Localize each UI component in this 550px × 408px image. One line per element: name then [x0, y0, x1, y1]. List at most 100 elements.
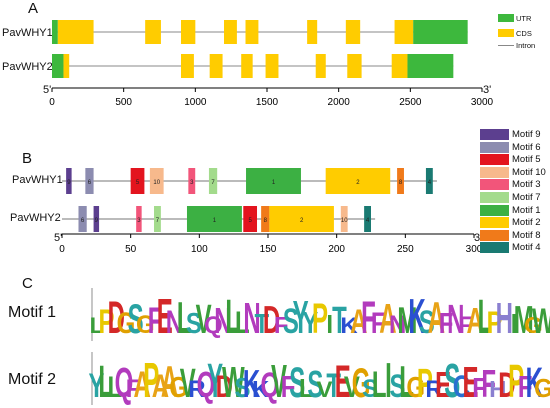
- logo-residue: Y: [302, 305, 318, 339]
- logo-residue: L: [399, 357, 414, 407]
- logo-residue: N: [243, 295, 260, 343]
- logo-residue: M: [397, 300, 417, 342]
- logo-residue: D: [263, 297, 280, 342]
- logo-residue: K: [526, 360, 543, 407]
- logo-residue: P: [508, 354, 524, 407]
- logo-residue: Q: [115, 360, 134, 407]
- logo-residue: H: [496, 295, 513, 343]
- legend-b-swatch: [480, 242, 509, 254]
- logo-residue: F: [481, 361, 496, 406]
- motif-box-label: 8: [264, 218, 268, 224]
- motif-box-label: 4: [366, 218, 370, 224]
- motif-box-8: [261, 206, 270, 232]
- logo-residue: A: [152, 369, 169, 405]
- panel-b-letter: B: [22, 150, 33, 167]
- legend-b-label: Motif 4: [512, 242, 541, 254]
- axis-b-tick-label: 150: [260, 244, 277, 255]
- logo-residue: V: [271, 354, 287, 407]
- logo-residue: R: [188, 376, 205, 403]
- legend-b-item: Motif 3: [480, 179, 546, 191]
- legend-b: Motif 9 Motif 6 Motif 5 Motif 10 Motif 3 Moti…: [480, 129, 546, 255]
- gene-label-pavwhy1-b: PavWHY1: [12, 174, 63, 186]
- logo-residue: S: [362, 375, 378, 403]
- logo-residue: P: [312, 296, 328, 343]
- logo-residue: P: [417, 362, 433, 407]
- logo-2-name: Motif 2: [8, 371, 57, 388]
- cds-exon: [145, 20, 161, 44]
- motif-box-label: 3: [137, 218, 141, 224]
- motif-box-9: [66, 168, 72, 194]
- legend-b-swatch: [480, 129, 509, 140]
- logo-residue: G: [169, 371, 188, 403]
- motif-box-2: [269, 206, 334, 232]
- logo-residue: W: [532, 303, 550, 341]
- legend-cds: CDS: [498, 28, 535, 38]
- logo-residue: S: [186, 307, 202, 339]
- motif-box-2: [325, 168, 391, 194]
- logo-residue: G: [524, 313, 543, 338]
- legend-cds-label: CDS: [516, 28, 532, 38]
- cds-exon: [224, 20, 237, 44]
- axis-a-tick-label: 1500: [256, 97, 279, 108]
- motif-box-label: 2: [356, 180, 360, 186]
- legend-b-swatch: [480, 229, 509, 241]
- legend-a: UTR CDS Intron: [498, 13, 535, 50]
- motif-box-3: [136, 206, 142, 232]
- axis-a-tick-label: 3000: [471, 97, 494, 108]
- axis-b-tick-label: 300: [466, 244, 483, 255]
- axis-b-tick-label: 100: [191, 244, 208, 255]
- logo-residue: L: [225, 291, 240, 344]
- motif-box-label: 6: [88, 180, 92, 186]
- axis-b-tick-label: 250: [397, 244, 414, 255]
- legend-b-item: Motif 5: [480, 154, 546, 166]
- logo-residue: G: [117, 307, 136, 340]
- logo-residue: F: [361, 292, 376, 343]
- cds-exon: [209, 54, 223, 78]
- logo-residue: S: [390, 369, 406, 405]
- logo-residue: I: [326, 310, 333, 339]
- panel-c-letter: C: [22, 275, 33, 292]
- motif-box-7: [208, 168, 218, 194]
- logo-residue: G: [406, 371, 425, 403]
- logo-residue: T: [332, 298, 347, 341]
- cds-exon: [394, 20, 414, 44]
- logo-residue: K: [252, 377, 269, 402]
- motif-box-label: 9: [95, 218, 99, 224]
- axis-a-tick-label: 1000: [184, 97, 207, 108]
- logo-residue: F: [126, 375, 141, 403]
- logo-residue: A: [379, 296, 396, 343]
- logo-residue: G: [136, 311, 155, 339]
- utr-region: [52, 54, 64, 78]
- legend-b-label: Motif 8: [512, 229, 541, 241]
- motif-box-label: 8: [399, 180, 403, 186]
- motif-box-4: [364, 206, 371, 232]
- logo-residue: S: [419, 305, 435, 341]
- motif-box-7: [154, 206, 161, 232]
- legend-b-item: Motif 9: [480, 129, 546, 140]
- logo-residue: E: [435, 365, 451, 405]
- legend-cds-swatch: [498, 29, 514, 37]
- logo-residue: F: [371, 307, 386, 340]
- motif-box-label: 6: [81, 218, 85, 224]
- logo-residue: V: [196, 298, 212, 343]
- axis-b-tick-label: 0: [59, 244, 65, 255]
- logo-residue: N: [166, 305, 183, 341]
- logo-residue: L: [177, 293, 192, 343]
- cds-exon: [181, 54, 194, 78]
- logo-residue: S: [289, 360, 305, 407]
- logo-residue: F: [439, 307, 454, 339]
- axis-a-tick-label: 2500: [399, 97, 422, 108]
- logo-residue: A: [428, 293, 445, 343]
- logo-residue: L: [372, 364, 387, 406]
- logo-residue: D: [216, 369, 233, 404]
- logo-residue: Y: [293, 290, 309, 343]
- legend-b-swatch: [480, 217, 509, 229]
- logo-residue: T: [254, 310, 269, 340]
- logo-residue: P: [99, 303, 115, 341]
- cds-exon: [245, 20, 259, 44]
- cds-exon: [391, 54, 408, 78]
- motif-box-6: [78, 206, 87, 232]
- logo-residue: V: [344, 371, 360, 404]
- logo-residue: Q: [204, 312, 223, 339]
- legend-b-item: Motif 10: [480, 166, 546, 178]
